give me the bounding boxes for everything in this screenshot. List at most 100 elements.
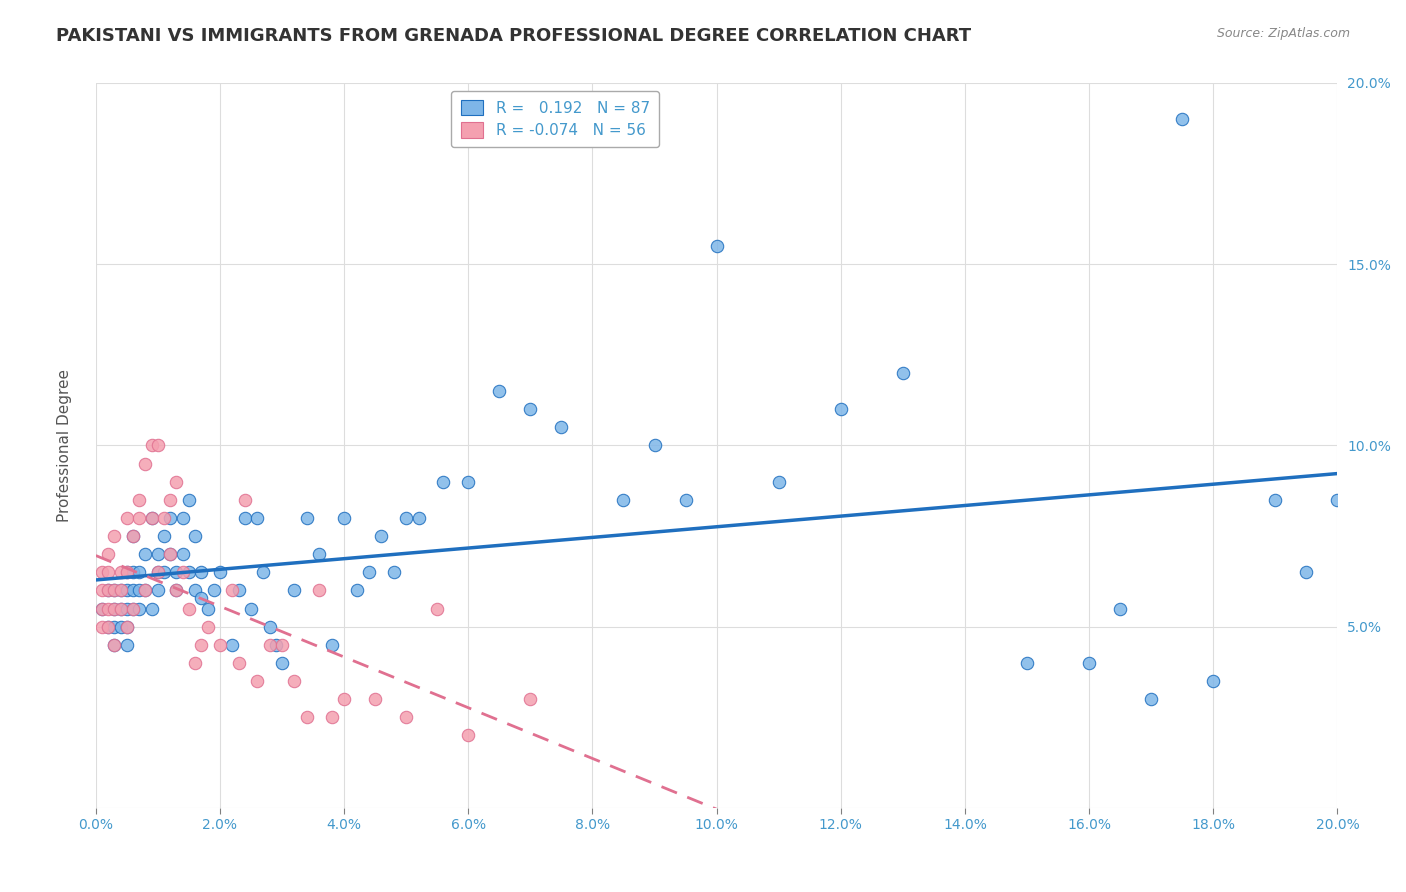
Point [308, 583, 330, 598]
Point [128, 511, 150, 525]
Point [153, 566, 176, 580]
Point [488, 384, 510, 398]
Point [97, 583, 120, 598]
Point [891, 366, 914, 380]
Point [1078, 656, 1101, 670]
Point [1264, 492, 1286, 507]
Point [321, 638, 343, 652]
Point [166, 475, 188, 489]
Point [159, 492, 181, 507]
Point [128, 583, 150, 598]
Point [1015, 656, 1038, 670]
Point [457, 729, 479, 743]
Point [122, 529, 145, 543]
Point [706, 239, 728, 253]
Point [190, 566, 212, 580]
Point [128, 492, 150, 507]
Point [97, 601, 120, 615]
Point [184, 529, 207, 543]
Point [346, 583, 368, 598]
Point [308, 547, 330, 561]
Point [321, 710, 343, 724]
Point [252, 566, 274, 580]
Point [122, 601, 145, 615]
Point [364, 692, 387, 706]
Point [357, 566, 380, 580]
Point [141, 511, 163, 525]
Point [103, 583, 125, 598]
Point [103, 583, 125, 598]
Point [115, 583, 138, 598]
Point [128, 566, 150, 580]
Point [1202, 674, 1225, 689]
Point [122, 566, 145, 580]
Point [141, 511, 163, 525]
Point [97, 547, 120, 561]
Point [1326, 492, 1348, 507]
Point [333, 511, 356, 525]
Point [91, 583, 114, 598]
Point [115, 511, 138, 525]
Point [141, 601, 163, 615]
Point [134, 583, 156, 598]
Point [202, 583, 225, 598]
Point [172, 511, 194, 525]
Point [246, 511, 269, 525]
Legend: R =   0.192   N = 87, R = -0.074   N = 56: R = 0.192 N = 87, R = -0.074 N = 56 [451, 91, 659, 147]
Point [426, 601, 449, 615]
Point [103, 529, 125, 543]
Point [166, 583, 188, 598]
Point [159, 547, 181, 561]
Point [153, 529, 176, 543]
Point [830, 402, 852, 417]
Point [283, 674, 305, 689]
Point [115, 620, 138, 634]
Point [103, 601, 125, 615]
Point [172, 547, 194, 561]
Point [159, 511, 181, 525]
Point [228, 656, 250, 670]
Point [128, 601, 150, 615]
Point [1295, 566, 1317, 580]
Point [122, 601, 145, 615]
Point [1109, 601, 1132, 615]
Point [103, 638, 125, 652]
Point [259, 638, 281, 652]
Point [264, 638, 287, 652]
Point [115, 638, 138, 652]
Point [550, 420, 572, 434]
Point [197, 620, 219, 634]
Point [91, 566, 114, 580]
Point [146, 547, 169, 561]
Point [177, 492, 200, 507]
Point [122, 529, 145, 543]
Point [141, 438, 163, 452]
Text: Source: ZipAtlas.com: Source: ZipAtlas.com [1216, 27, 1350, 40]
Point [233, 492, 256, 507]
Point [432, 475, 454, 489]
Point [240, 601, 263, 615]
Point [370, 529, 392, 543]
Point [97, 620, 120, 634]
Point [1171, 112, 1194, 127]
Point [91, 601, 114, 615]
Point [122, 583, 145, 598]
Point [395, 710, 418, 724]
Point [519, 692, 541, 706]
Point [146, 566, 169, 580]
Point [159, 547, 181, 561]
Point [103, 601, 125, 615]
Point [395, 511, 418, 525]
Point [675, 492, 697, 507]
Point [110, 583, 132, 598]
Point [115, 601, 138, 615]
Point [134, 547, 156, 561]
Point [146, 438, 169, 452]
Point [382, 566, 405, 580]
Point [221, 638, 243, 652]
Point [91, 601, 114, 615]
Point [166, 566, 188, 580]
Point [408, 511, 430, 525]
Point [146, 583, 169, 598]
Point [110, 566, 132, 580]
